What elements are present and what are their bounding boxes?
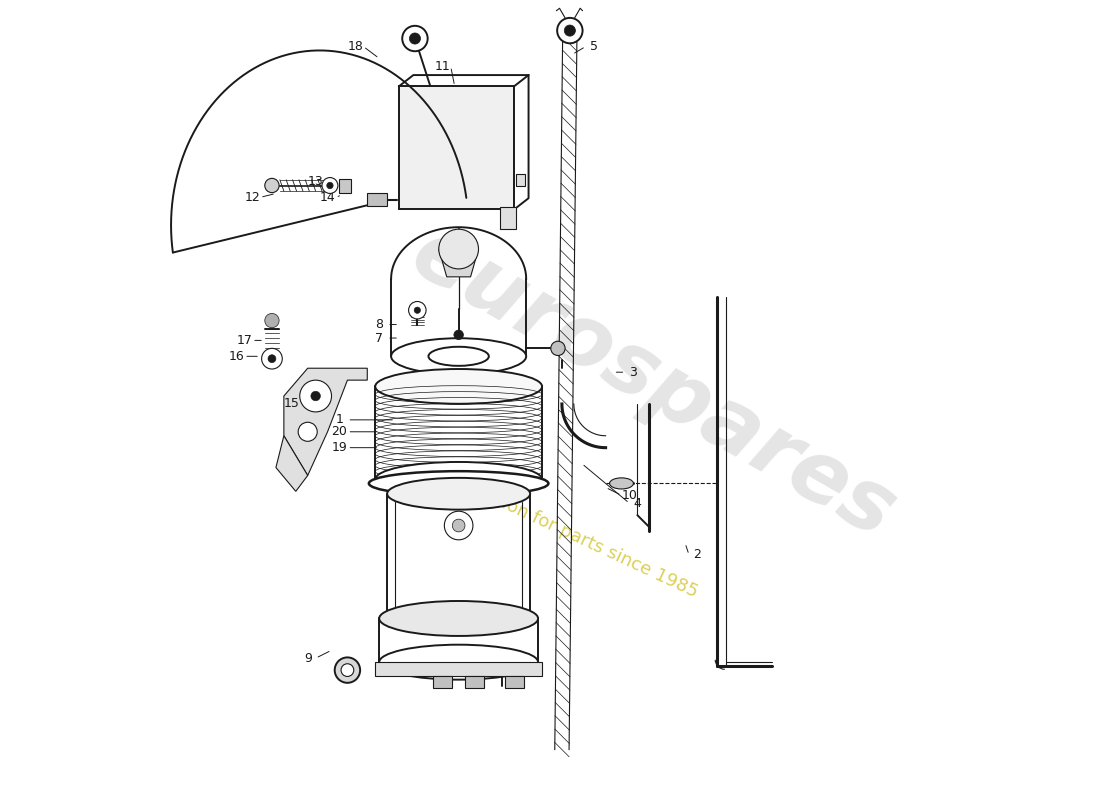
Text: 19: 19 (331, 441, 348, 454)
Circle shape (454, 330, 463, 340)
Bar (375, 662, 542, 677)
Ellipse shape (375, 462, 542, 497)
Bar (505, 677, 524, 687)
Circle shape (262, 348, 283, 369)
Bar (399, 86, 515, 210)
Text: a passion for parts since 1985: a passion for parts since 1985 (447, 470, 701, 601)
Text: 14: 14 (320, 191, 336, 204)
Circle shape (551, 342, 565, 355)
Ellipse shape (392, 338, 526, 374)
Ellipse shape (379, 645, 538, 680)
Text: 17: 17 (236, 334, 252, 347)
Ellipse shape (609, 478, 634, 489)
Circle shape (409, 33, 420, 44)
Ellipse shape (429, 346, 488, 366)
Circle shape (403, 26, 428, 51)
Text: 7: 7 (375, 331, 383, 345)
Circle shape (444, 511, 473, 540)
Ellipse shape (368, 471, 549, 496)
Circle shape (557, 18, 583, 43)
Ellipse shape (375, 369, 542, 404)
Bar (499, 207, 516, 229)
Circle shape (341, 664, 354, 677)
Circle shape (334, 658, 360, 683)
Circle shape (265, 314, 279, 328)
Text: 18: 18 (348, 40, 363, 53)
Text: 5: 5 (590, 40, 597, 53)
Bar (367, 194, 387, 206)
Circle shape (452, 519, 465, 532)
Text: 3: 3 (629, 366, 637, 378)
Circle shape (322, 178, 338, 194)
Text: eurospares: eurospares (397, 212, 910, 556)
Circle shape (299, 380, 331, 412)
Circle shape (265, 178, 279, 193)
Text: 2: 2 (693, 549, 701, 562)
Text: 8: 8 (375, 318, 383, 331)
Text: 20: 20 (331, 426, 348, 438)
Circle shape (327, 182, 333, 189)
Text: 11: 11 (434, 60, 451, 73)
Bar (465, 677, 484, 687)
Circle shape (311, 391, 320, 401)
Text: 9: 9 (304, 652, 311, 665)
Polygon shape (439, 249, 478, 277)
Ellipse shape (379, 601, 538, 636)
Text: 4: 4 (634, 497, 641, 510)
Circle shape (564, 25, 575, 36)
Polygon shape (276, 436, 308, 491)
Text: 15: 15 (284, 398, 299, 410)
Circle shape (439, 229, 478, 269)
Text: 10: 10 (621, 489, 637, 502)
Text: 1: 1 (336, 414, 343, 426)
Bar (433, 677, 452, 687)
Polygon shape (284, 368, 367, 475)
Circle shape (298, 422, 317, 442)
Circle shape (414, 307, 420, 314)
Circle shape (408, 302, 426, 319)
Bar (339, 179, 351, 194)
Circle shape (268, 354, 276, 362)
Text: 12: 12 (244, 191, 260, 204)
Text: 13: 13 (308, 175, 323, 188)
Text: 16: 16 (229, 350, 244, 363)
Ellipse shape (387, 478, 530, 510)
Bar (516, 174, 526, 186)
